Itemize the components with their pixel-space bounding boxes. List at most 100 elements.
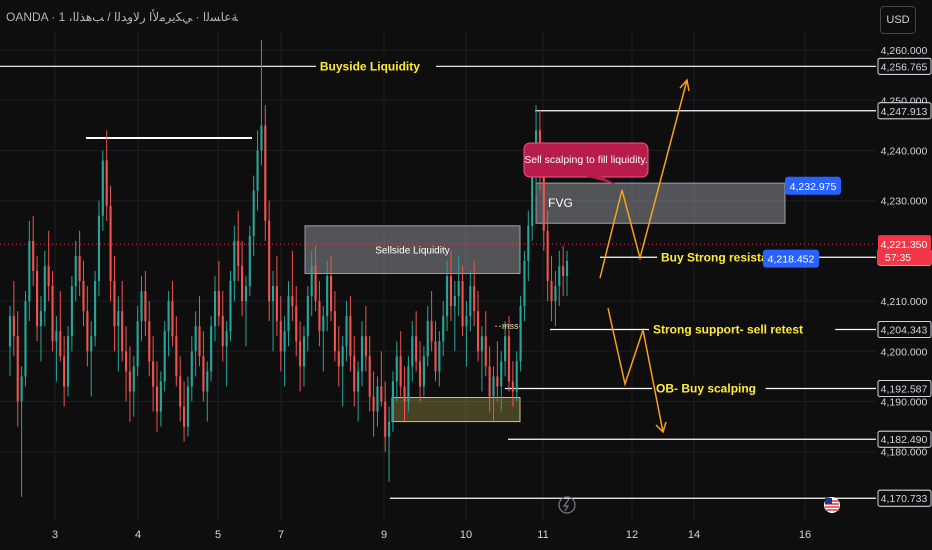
candle-body: [357, 371, 360, 392]
candle-body: [527, 225, 530, 261]
candle-body: [94, 281, 97, 337]
candle-body: [233, 240, 236, 282]
level-axis-text: 4,256.765: [881, 61, 928, 73]
candle-body: [182, 406, 186, 427]
candle-body: [171, 301, 174, 337]
candle-body: [16, 336, 19, 402]
candle-body: [97, 215, 101, 282]
candle-body: [337, 351, 340, 367]
symbol-title: OANDA · 1 ،ﺔﻋﺎﺴﻟﺍ · ﻲﻜﻳﺮﻣﻷﺍ ﺭﻻﻭﺪﻟﺍ / ﺐﻫﺬ…: [6, 10, 238, 24]
candle-body: [43, 265, 46, 312]
x-tick-label: 14: [688, 529, 700, 541]
level-axis-tag: [877, 430, 932, 448]
y-tick-label: 4,190.000: [881, 397, 928, 409]
candle-body: [306, 296, 309, 337]
projection-up-path: [599, 79, 688, 279]
candle-body: [546, 230, 549, 282]
candle-body: [8, 316, 12, 347]
candle-body: [167, 301, 170, 332]
candle-body: [399, 356, 402, 387]
candle-body: [492, 376, 495, 397]
candle-body: [554, 286, 557, 302]
candle-body: [256, 150, 259, 191]
candle-body: [105, 160, 108, 206]
candle-body: [186, 386, 189, 427]
blue-price-tag-text: 4,232.975: [790, 181, 837, 193]
candle-body: [418, 361, 422, 387]
candle-body: [496, 376, 499, 387]
candle-body: [469, 286, 472, 317]
callout-text: Sell scalping to fill liquidity.: [524, 154, 648, 166]
level-axis-tag: [877, 489, 932, 507]
candle-body: [144, 291, 147, 322]
y-tick-label: 4,230.000: [881, 196, 928, 208]
candle-body: [391, 381, 395, 422]
candle-body: [376, 386, 379, 412]
candle-body: [426, 321, 429, 357]
level-axis-text: 4,247.913: [881, 106, 928, 118]
candle-body: [217, 291, 220, 317]
candle-body: [461, 281, 464, 327]
current-price-text: 4,221.350: [881, 239, 928, 251]
x-tick-label: 5: [215, 529, 221, 541]
lightning-icon-bolt: [562, 498, 570, 512]
candle-body: [124, 351, 128, 372]
candle-body: [152, 361, 155, 387]
candle-body: [430, 321, 433, 342]
candle-body: [364, 336, 367, 357]
candle-body: [480, 336, 483, 352]
candle-body: [12, 316, 15, 337]
currency-button[interactable]: USD: [880, 6, 916, 34]
candle-body: [415, 336, 418, 362]
current-price-tag: [878, 235, 931, 266]
candle-body: [206, 371, 209, 392]
candle-body: [221, 316, 224, 347]
candle-body: [299, 341, 302, 367]
candle-body: [438, 341, 441, 372]
zone-FVG: [535, 182, 786, 224]
candle-body: [519, 306, 522, 362]
candle-body: [283, 331, 286, 352]
candle-body: [39, 311, 43, 327]
candle-body: [403, 386, 406, 402]
candle-body: [213, 291, 217, 327]
candle-body: [422, 356, 425, 387]
candle-body: [159, 381, 162, 412]
candle-body: [260, 125, 263, 151]
candle-body: [148, 321, 151, 362]
candle-body: [63, 356, 66, 387]
candle-body: [59, 331, 62, 357]
candle-body: [411, 336, 414, 367]
candle-body: [515, 361, 518, 392]
candle-body: [264, 125, 267, 221]
candle-body: [113, 281, 116, 327]
level-annotation: Buyside Liquidity: [320, 59, 420, 73]
candle-body: [202, 356, 205, 392]
candle-body: [55, 331, 58, 342]
candle-body: [229, 281, 232, 332]
candle-body: [295, 306, 298, 342]
mss-label: mss: [502, 321, 519, 331]
candle-body: [329, 276, 333, 312]
blue-price-tag: [763, 249, 819, 268]
candle-body: [453, 296, 456, 307]
candle-body: [24, 301, 27, 377]
candle-body: [558, 265, 561, 287]
zone-label-FVG: FVG: [548, 196, 573, 210]
candle-body: [380, 386, 383, 402]
level-axis-tag: [877, 57, 932, 75]
candle-body: [244, 286, 248, 302]
candle-body: [70, 286, 73, 337]
candle-body: [349, 316, 352, 357]
candle-body: [194, 326, 197, 352]
candle-body: [322, 316, 325, 332]
x-tick-label: 9: [381, 529, 387, 541]
candle-body: [504, 336, 507, 362]
projection-down-arrowhead: [655, 421, 667, 434]
candle-body: [353, 356, 356, 392]
zone-ob: [391, 396, 521, 423]
level-annotation: Strong support- sell retest: [653, 323, 803, 337]
candle-body: [36, 270, 39, 327]
y-tick-label: 4,180.000: [881, 447, 928, 459]
